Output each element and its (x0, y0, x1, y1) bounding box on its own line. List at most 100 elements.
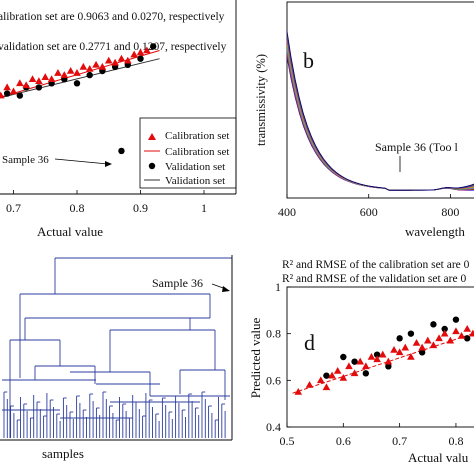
spectrum-line (286, 52, 474, 191)
calibration-point (423, 336, 432, 344)
panel-c-annotation: Sample 36 (152, 276, 203, 290)
x-tick-label: 0.8 (448, 434, 463, 448)
calibration-point (384, 357, 393, 365)
calibration-point (35, 77, 43, 85)
panel-d-xlabel: Actual valu (408, 450, 469, 465)
panel-d-ticks: 0.5 0.6 0.7 0.8 0.4 0.6 0.8 1 (266, 280, 463, 448)
calibration-point (117, 54, 126, 62)
calibration-point (136, 48, 145, 56)
y-tick-label: 0.6 (266, 373, 281, 387)
spectrum-line (286, 49, 474, 191)
panel-a-marks (0, 43, 160, 155)
calibration-point (333, 367, 342, 374)
panel-d-axes (286, 286, 474, 428)
calibration-point (22, 81, 30, 89)
calibration-point (339, 374, 348, 381)
x-tick-label: 400 (278, 205, 296, 219)
validation-point (150, 43, 157, 50)
panel-a-caption-2: validation set are 0.2771 and 0.1207, re… (0, 41, 227, 53)
calibration-point (54, 69, 62, 76)
calibration-point (60, 71, 69, 78)
panel-a: alibration set are 0.9063 and 0.0270, re… (0, 0, 237, 239)
panel-d-ylabel: Predicted value (248, 318, 263, 399)
validation-point (418, 349, 426, 356)
calibration-point (435, 334, 443, 342)
y-tick-label: 1 (275, 280, 281, 294)
panel-b: b transmissivity (%) Sample 36 (Too l 40… (254, 1, 474, 239)
calibration-point (73, 69, 81, 76)
calibration-point (356, 357, 365, 365)
panel-b-ticks: 4006008001000 (278, 194, 459, 219)
calibration-point (16, 79, 24, 87)
calibration-point (47, 75, 56, 82)
x-tick-label: 1 (201, 201, 207, 215)
spectrum-line (286, 45, 474, 191)
panel-b-ylabel: transmissivity (%) (254, 54, 268, 146)
calibration-point (457, 332, 466, 339)
x-tick-label: 0.6 (336, 434, 351, 448)
validation-point (373, 351, 381, 358)
panel-b-spectra (286, 30, 474, 191)
validation-point (430, 321, 437, 328)
validation-point (3, 90, 11, 97)
spectrum-line (286, 47, 474, 191)
calibration-point (418, 343, 426, 351)
panel-d-label: d (304, 330, 315, 355)
spectrum-line (286, 42, 474, 191)
calibration-point (111, 58, 119, 66)
panel-c-xlabel: samples (42, 446, 84, 461)
legend-validation-fit: Validation set (165, 175, 225, 187)
spectrum-line (286, 40, 474, 191)
validation-point (35, 84, 43, 91)
calibration-point (79, 62, 88, 70)
panel-c-dendrogram (2, 257, 233, 438)
calibration-point (0, 91, 5, 99)
y-tick-label: 0.4 (266, 420, 281, 434)
calibration-point (401, 343, 410, 351)
spectrum-line (286, 33, 474, 191)
calibration-point (3, 83, 11, 91)
legend-calibration-fit: Calibration set (165, 146, 229, 158)
calibration-point (322, 383, 331, 391)
validation-point (340, 353, 347, 361)
panel-a-arrowhead (105, 161, 112, 167)
panel-d-marks (292, 316, 474, 395)
calibration-point (378, 350, 387, 358)
calibration-point (85, 64, 94, 72)
calibration-point (452, 327, 460, 335)
panel-b-label: b (303, 48, 314, 73)
x-tick-label: 0.8 (70, 201, 85, 215)
calibration-point (362, 362, 370, 370)
calibration-point (440, 329, 449, 337)
panel-d-caption-1: R² and RMSE of the calibration set are 0 (282, 259, 470, 271)
y-tick-label: 0.8 (266, 327, 281, 341)
legend-validation-marker (148, 162, 156, 170)
calibration-fit-line (0, 50, 160, 98)
calibration-point (41, 73, 50, 80)
validation-point (73, 80, 81, 87)
outlier-point (118, 147, 125, 155)
validation-point (407, 330, 415, 337)
panel-d: R² and RMSE of the calibration set are 0… (248, 259, 474, 465)
validation-point (464, 335, 471, 342)
calibration-point (373, 355, 381, 363)
panel-a-caption-1: alibration set are 0.9063 and 0.0270, re… (0, 11, 225, 23)
calibration-point (350, 369, 359, 377)
x-tick-label: 0.9 (133, 201, 148, 215)
panel-b-axes (286, 1, 474, 199)
panel-a-ticks: 0.7 0.8 0.9 1 (6, 190, 207, 215)
legend-calibration-marker (148, 133, 156, 140)
x-tick-label: 0.7 (6, 201, 21, 215)
calibration-point (143, 46, 151, 54)
spectrum-line (286, 35, 474, 191)
spectrum-line (286, 56, 474, 191)
validation-point (396, 335, 403, 342)
x-tick-label: 0.7 (392, 434, 407, 448)
panel-a-annotation: Sample 36 (2, 154, 49, 166)
calibration-point (92, 60, 100, 68)
panel-a-legend: Calibration set Calibration set Validati… (144, 130, 229, 187)
legend-validation-points: Validation set (165, 161, 225, 173)
calibration-point (9, 87, 18, 95)
calibration-point (66, 67, 75, 74)
